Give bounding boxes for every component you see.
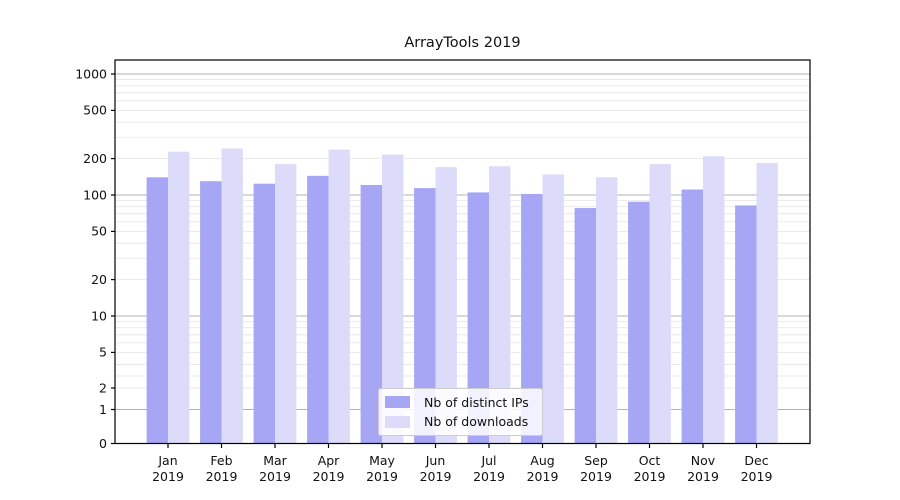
- x-tick-label: Aug 2019: [527, 453, 559, 484]
- bar-distinct-ips-oct: [628, 201, 650, 444]
- bar-downloads-sep: [596, 177, 618, 444]
- bar-downloads-nov: [703, 156, 725, 444]
- bar-downloads-aug: [542, 174, 564, 444]
- bar-distinct-ips-feb: [200, 181, 222, 444]
- y-tick-label: 1000: [75, 66, 107, 81]
- x-tick-label: Apr 2019: [313, 453, 345, 484]
- bar-downloads-may: [382, 154, 404, 444]
- legend: Nb of distinct IPs Nb of downloads: [378, 388, 543, 436]
- legend-label-downloads: Nb of downloads: [424, 414, 529, 430]
- chart-title: ArrayTools 2019: [404, 35, 521, 51]
- bar-distinct-ips-dec: [735, 205, 757, 444]
- bar-distinct-ips-apr: [307, 175, 329, 444]
- legend-row-distinct-ips: Nb of distinct IPs: [385, 395, 542, 410]
- bar-downloads-jul: [489, 166, 511, 444]
- legend-swatch-downloads: [385, 415, 410, 428]
- bar-distinct-ips-nov: [681, 189, 703, 444]
- bar-distinct-ips-mar: [253, 183, 275, 444]
- y-tick-label: 1: [99, 402, 107, 417]
- x-tick-label: Sep 2019: [580, 453, 612, 484]
- bar-downloads-mar: [275, 164, 297, 444]
- x-tick-label: Mar 2019: [259, 453, 291, 484]
- y-tick-label: 200: [83, 151, 107, 166]
- x-tick-label: Nov 2019: [687, 453, 719, 484]
- x-tick-label: Oct 2019: [634, 453, 666, 484]
- y-tick-label: 5: [99, 345, 107, 360]
- x-tick-label: May 2019: [366, 453, 398, 484]
- legend-swatch-distinct-ips: [385, 396, 410, 409]
- y-tick-label: 10: [91, 308, 107, 323]
- y-tick-label: 50: [91, 224, 107, 239]
- y-tick-label: 500: [83, 103, 107, 118]
- x-tick-label: Jul 2019: [473, 453, 505, 484]
- bar-downloads-jun: [435, 167, 457, 444]
- y-tick-label: 0: [99, 436, 107, 451]
- bar-downloads-feb: [221, 148, 243, 444]
- bar-distinct-ips-jul: [467, 192, 489, 444]
- bar-downloads-jan: [168, 151, 190, 444]
- bar-downloads-oct: [649, 164, 671, 444]
- bar-downloads-dec: [756, 162, 778, 444]
- x-tick-label: Jan 2019: [152, 453, 184, 484]
- bar-distinct-ips-may: [360, 184, 382, 444]
- bar-downloads-apr: [328, 149, 350, 444]
- bar-distinct-ips-sep: [574, 208, 596, 444]
- bar-distinct-ips-jun: [414, 188, 436, 444]
- x-tick-label: Feb 2019: [206, 453, 238, 484]
- y-tick-label: 20: [91, 272, 107, 287]
- y-tick-label: 2: [99, 380, 107, 395]
- y-tick-label: 100: [83, 187, 107, 202]
- bar-distinct-ips-aug: [521, 193, 543, 444]
- legend-row-downloads: Nb of downloads: [385, 414, 542, 429]
- x-tick-label: Dec 2019: [741, 453, 773, 484]
- plot-frame: [114, 59, 811, 445]
- legend-label-distinct-ips: Nb of distinct IPs: [424, 394, 529, 410]
- x-tick-label: Jun 2019: [420, 453, 452, 484]
- bar-distinct-ips-jan: [146, 177, 168, 444]
